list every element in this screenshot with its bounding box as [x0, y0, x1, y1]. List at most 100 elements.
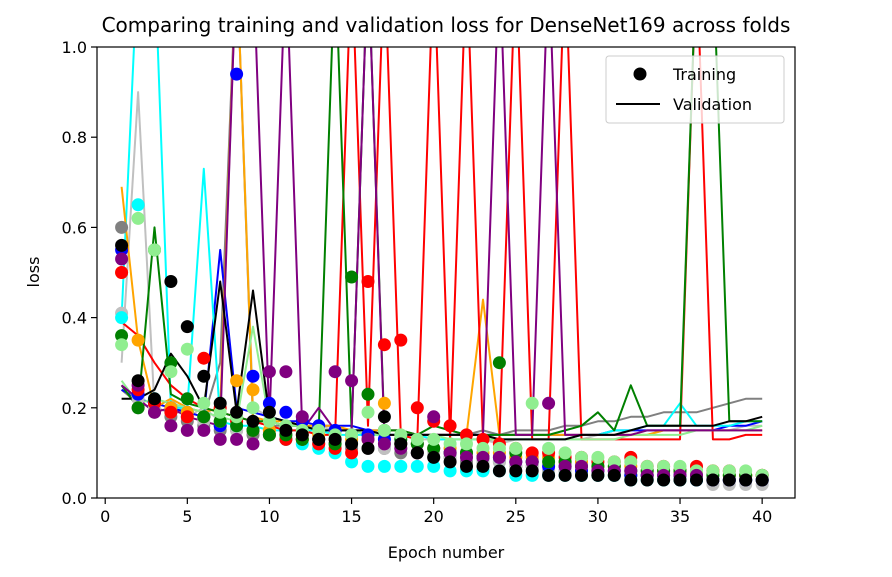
- training-point-9-21: [460, 459, 473, 473]
- training-point-9-18: [410, 446, 424, 460]
- training-point-4-1: [131, 333, 145, 347]
- training-point-9-14: [345, 437, 359, 451]
- training-point-6-0: [115, 329, 129, 343]
- legend: Training Validation: [605, 55, 785, 124]
- training-point-7-28: [575, 450, 588, 464]
- training-point-8-24: [509, 455, 523, 469]
- training-point-8-27: [558, 459, 572, 473]
- training-point-7-4: [180, 342, 194, 356]
- training-point-8-19: [427, 410, 441, 424]
- training-point-9-19: [427, 450, 441, 464]
- validation-line-7: [120, 325, 763, 441]
- training-point-7-14: [345, 428, 359, 442]
- training-point-5-4: [180, 410, 194, 424]
- training-point-9-1: [131, 374, 145, 388]
- training-point-7-1: [131, 211, 145, 225]
- training-point-7-19: [427, 432, 441, 446]
- training-point-8-6: [213, 432, 227, 446]
- y-axis-label: loss: [24, 257, 43, 288]
- training-point-3-19: [427, 459, 441, 473]
- training-point-6-5: [197, 410, 211, 424]
- training-point-8-23: [492, 450, 506, 464]
- training-point-7-38: [739, 464, 753, 478]
- axes-frame: [96, 46, 796, 499]
- training-point-9-24: [509, 464, 523, 478]
- training-point-5-21: [460, 428, 473, 442]
- training-point-3-14: [345, 455, 359, 469]
- training-point-6-1: [131, 401, 145, 415]
- training-point-7-15: [361, 405, 375, 419]
- training-point-9-9: [262, 405, 276, 419]
- training-point-5-16: [377, 338, 391, 352]
- training-point-9-15: [361, 441, 375, 455]
- training-point-8-14: [345, 374, 359, 388]
- training-point-6-8: [246, 423, 260, 437]
- training-point-9-35: [690, 473, 703, 487]
- y-tick-label-3: 0.6: [62, 218, 87, 237]
- x-tick-label-7: 35: [670, 507, 690, 526]
- training-point-9-13: [328, 432, 342, 446]
- training-point-0-0: [115, 220, 129, 234]
- training-point-3-0: [115, 311, 129, 325]
- training-point-3-15: [361, 459, 375, 473]
- x-axis-label: Epoch number: [388, 543, 505, 562]
- legend-box: [605, 55, 785, 124]
- training-point-5-15: [361, 275, 375, 288]
- training-point-7-16: [377, 423, 391, 437]
- y-tick-label-4: 0.8: [62, 128, 87, 147]
- training-point-9-27: [558, 468, 572, 482]
- training-point-8-22: [476, 450, 490, 464]
- training-point-6-4: [180, 392, 194, 406]
- training-point-9-23: [492, 464, 506, 478]
- training-point-8-20: [443, 446, 457, 460]
- chart-title: Comparing training and validation loss f…: [102, 13, 791, 37]
- training-point-2-9: [262, 396, 276, 410]
- training-point-7-32: [640, 459, 654, 473]
- training-point-7-25: [525, 396, 539, 410]
- training-point-7-31: [624, 455, 638, 469]
- training-point-9-39: [755, 473, 769, 487]
- training-point-6-15: [361, 387, 375, 401]
- training-point-7-3: [164, 365, 178, 379]
- training-point-9-20: [443, 455, 457, 469]
- x-tick-label-2: 10: [259, 507, 279, 526]
- training-point-6-3: [164, 356, 178, 370]
- training-point-9-36: [706, 473, 720, 487]
- training-point-3-1: [131, 198, 145, 212]
- training-point-9-25: [525, 464, 539, 478]
- training-point-4-16: [377, 396, 391, 410]
- training-point-5-20: [443, 419, 457, 433]
- training-point-8-21: [460, 450, 473, 464]
- training-point-9-17: [394, 437, 408, 451]
- training-point-7-30: [607, 455, 621, 469]
- training-point-5-25: [525, 446, 539, 460]
- training-point-9-10: [279, 423, 293, 437]
- axes: 0 5 10 15 20 25 30 35 40 0.0 0.2 0.4 0.6 0.8 1.0: [62, 38, 796, 526]
- training-point-8-5: [197, 423, 211, 437]
- training-point-2-10: [279, 405, 293, 419]
- training-point-9-7: [230, 405, 244, 419]
- training-point-9-5: [197, 369, 211, 383]
- training-point-8-16: [377, 437, 391, 451]
- training-point-9-3: [164, 275, 178, 288]
- training-point-9-22: [476, 459, 490, 473]
- training-point-5-22: [476, 432, 490, 446]
- training-point-9-2: [148, 392, 161, 406]
- training-point-9-34: [673, 473, 687, 487]
- y-tick-label-1: 0.2: [62, 399, 87, 418]
- training-point-7-34: [673, 459, 687, 473]
- validation-line-9: [121, 280, 763, 441]
- training-point-8-13: [328, 365, 342, 379]
- x-tick-label-5: 25: [506, 507, 526, 526]
- training-point-4-8: [246, 383, 260, 397]
- training-point-5-5: [197, 351, 211, 365]
- training-point-3-20: [443, 464, 457, 478]
- training-point-7-9: [262, 414, 276, 428]
- training-point-7-27: [558, 446, 572, 460]
- y-tick-label-2: 0.4: [62, 309, 87, 328]
- training-point-6-6: [213, 414, 227, 428]
- training-point-7-6: [213, 405, 227, 419]
- training-point-8-25: [525, 455, 539, 469]
- y-tick-label-5: 1.0: [62, 38, 87, 57]
